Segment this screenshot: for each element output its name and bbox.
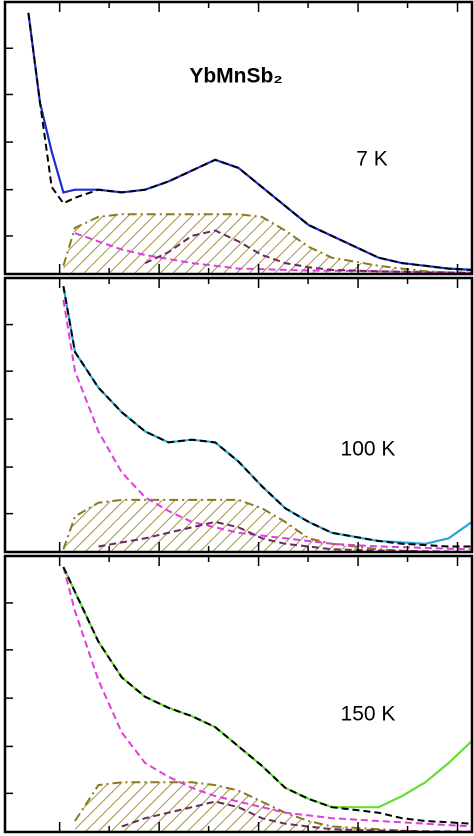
series-line bbox=[74, 232, 472, 274]
plot-area bbox=[62, 566, 472, 832]
series-line bbox=[62, 299, 472, 551]
annotation: 100 K bbox=[341, 438, 396, 461]
series-line bbox=[144, 229, 472, 274]
panel-frame bbox=[3, 0, 474, 276]
series-line bbox=[62, 566, 472, 825]
plot-area bbox=[27, 12, 472, 274]
hatched-area bbox=[63, 499, 472, 552]
annotation: 150 K bbox=[341, 703, 396, 726]
series-line bbox=[62, 213, 472, 274]
chart-title: YbMnSb₂ bbox=[189, 65, 282, 88]
panel-frame bbox=[3, 554, 474, 834]
plot-area bbox=[62, 286, 472, 552]
annotation: 7 K bbox=[356, 148, 388, 171]
series-line bbox=[62, 566, 472, 828]
series-line bbox=[27, 12, 472, 271]
series-line bbox=[62, 286, 472, 548]
panel-frame bbox=[3, 276, 474, 554]
